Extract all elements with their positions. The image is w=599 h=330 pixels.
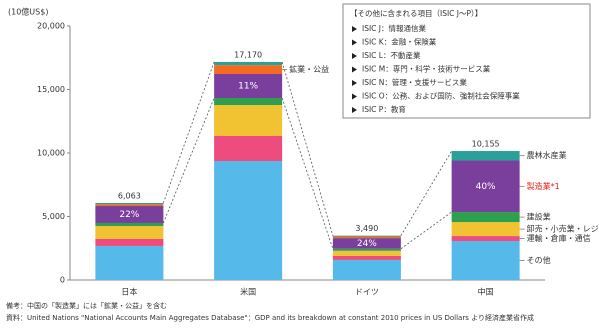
info-box-title: 【その他に含まれる項目（ISIC J～P）】 — [350, 8, 482, 18]
bar-segment — [451, 241, 520, 280]
bar-segment — [332, 236, 401, 239]
bullet-arrow — [352, 93, 357, 100]
share-label: 24% — [357, 239, 377, 249]
series-label: 農林水産業 — [527, 150, 567, 160]
bar-segment — [332, 248, 401, 251]
bar-segment — [95, 204, 164, 207]
y-axis-unit: (10億US$) — [8, 7, 48, 17]
bar-segment — [451, 160, 520, 213]
bar-segment — [451, 212, 520, 223]
bullet-arrow — [352, 39, 357, 46]
bar-segment — [95, 238, 164, 246]
footer-note: 備考：中国の「製造業」には「鉱業・公益」を含む — [6, 301, 167, 310]
series-label: 建設業 — [527, 212, 551, 222]
bar-segment — [451, 236, 520, 242]
series-label: 製造業*1 — [527, 181, 560, 191]
series-label: 運輸・倉庫・通信 — [527, 233, 591, 243]
bridge-line — [400, 211, 452, 250]
x-tick-label: 中国 — [478, 287, 494, 297]
series-label: 卸売・小売業・レジャー — [527, 224, 599, 234]
bullet-arrow — [352, 107, 357, 113]
info-box-item: ISIC N：管理・支援サービス業 — [362, 77, 467, 87]
bridge-line — [281, 61, 334, 236]
x-tick-label: 米国 — [240, 287, 256, 297]
bar-segment — [214, 161, 283, 280]
bar-segment — [214, 74, 283, 99]
info-box-item: ISIC O：公務、および国防、強制社会保障事業 — [362, 91, 520, 101]
total-label: 6,063 — [118, 191, 141, 200]
footer-source: 資料：United Nations "National Accounts Mai… — [6, 313, 534, 322]
x-tick-label: ドイツ — [355, 288, 379, 297]
x-tick-label: 日本 — [121, 287, 137, 297]
bridge-line — [162, 61, 215, 204]
bar-segment — [95, 226, 164, 239]
bar-segment — [332, 250, 401, 256]
bar-segment — [451, 151, 520, 161]
share-label: 40% — [476, 182, 496, 192]
y-tick-label: 10,000 — [37, 149, 65, 158]
y-tick-label: 15,000 — [37, 85, 65, 94]
bar-segment — [95, 202, 164, 205]
info-box-item: ISIC P：教育 — [362, 104, 406, 114]
bar-segment — [332, 235, 401, 237]
share-label: 22% — [119, 210, 139, 220]
y-tick-label: 0 — [60, 276, 65, 285]
bar-segment — [214, 98, 283, 105]
bar-segment — [214, 135, 283, 162]
total-label: 10,155 — [472, 140, 500, 149]
bridge-line — [400, 150, 452, 236]
info-box-item: ISIC L：不動産業 — [362, 50, 421, 60]
y-tick-label: 20,000 — [37, 22, 65, 31]
bullet-arrow — [352, 26, 357, 32]
bar-segment — [214, 104, 283, 136]
bar-segment — [332, 255, 401, 260]
bar-segment — [214, 61, 283, 66]
bar-segment — [451, 222, 520, 237]
bullet-arrow — [352, 66, 357, 73]
total-label: 3,490 — [355, 224, 378, 233]
y-tick-label: 5,000 — [42, 212, 65, 221]
total-label: 17,170 — [234, 50, 262, 59]
share-label: 11% — [238, 82, 258, 92]
bar-segment — [332, 238, 401, 249]
bullet-arrow — [352, 53, 357, 59]
bar-segment — [95, 206, 164, 223]
bar-segment — [95, 245, 164, 280]
bridge-line — [163, 97, 215, 224]
bridge-line — [281, 97, 334, 249]
info-box-item: ISIC M：専門・科学・技術サービス業 — [362, 64, 491, 74]
info-box — [342, 3, 591, 119]
info-box-item: ISIC J：情報通信業 — [362, 23, 427, 33]
bar-segment — [95, 222, 164, 227]
series-label: その他 — [527, 255, 551, 265]
series-label: 鉱業・公益 — [289, 64, 329, 74]
info-box-item: ISIC K：金融・保険業 — [362, 37, 437, 47]
bullet-arrow — [352, 80, 357, 86]
bar-segment — [332, 259, 401, 280]
bar-segment — [214, 65, 283, 75]
